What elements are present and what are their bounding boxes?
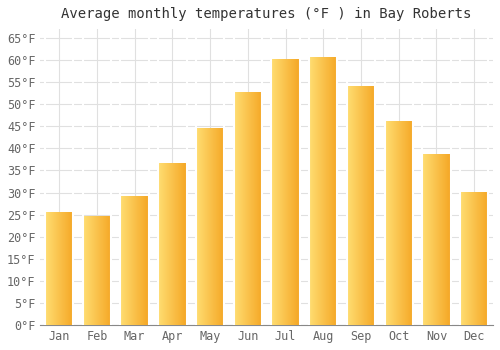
Title: Average monthly temperatures (°F ) in Bay Roberts: Average monthly temperatures (°F ) in Ba… [62, 7, 472, 21]
